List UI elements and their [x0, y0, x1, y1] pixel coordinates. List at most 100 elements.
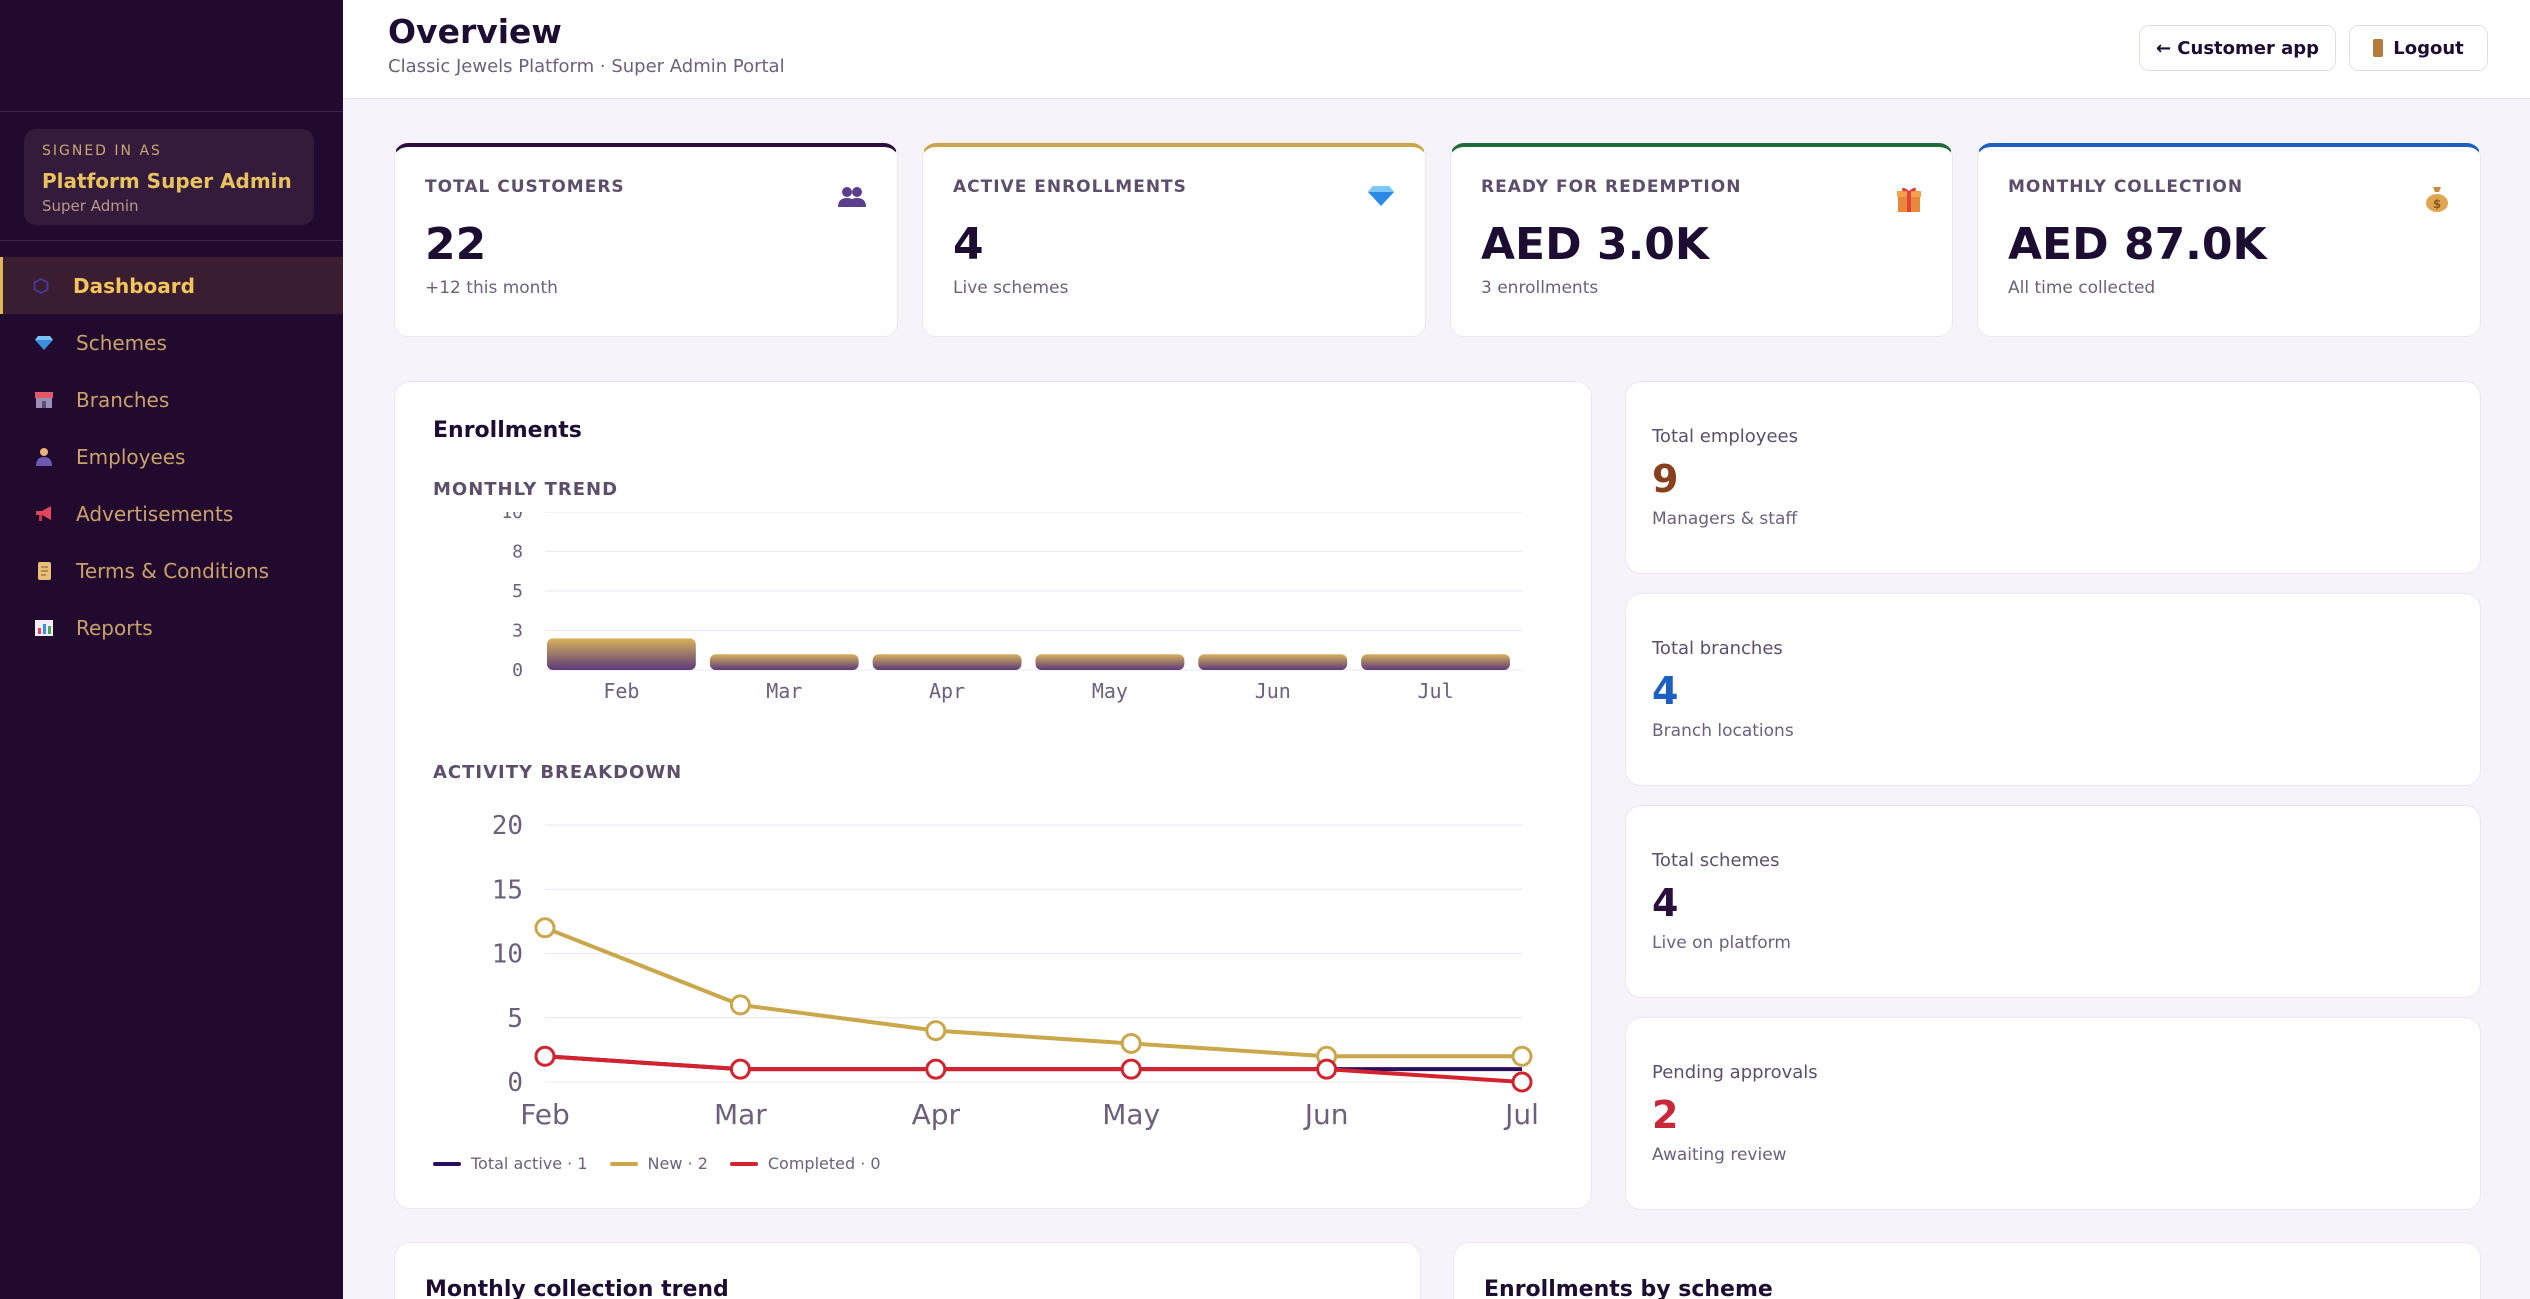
bar-chart-icon: [34, 618, 54, 638]
kpi-card-total-employees: Total employees 9 Managers & staff: [1625, 381, 2481, 574]
x-tick-label: Mar: [766, 679, 802, 703]
sidebar-item-dashboard[interactable]: Dashboard: [0, 257, 343, 314]
x-tick-label: Jun: [1255, 679, 1291, 703]
x-tick-label: Feb: [520, 1098, 570, 1131]
kpi-card-pending-approvals: Pending approvals 2 Awaiting review: [1625, 1017, 2481, 1210]
data-point: [534, 1045, 556, 1067]
enrollments-by-scheme-title: Enrollments by scheme: [1484, 1277, 1773, 1299]
legend-label: Completed · 0: [767, 1154, 881, 1173]
sidebar-item-schemes[interactable]: Schemes: [0, 314, 343, 371]
dashboard-icon: [31, 276, 51, 296]
bar: [872, 654, 1022, 670]
stat-card-ready-for-redemption: READY FOR REDEMPTION AED 3.0K 3 enrollme…: [1450, 143, 1953, 337]
sidebar-item-advertisements[interactable]: Advertisements: [0, 485, 343, 542]
bar: [709, 654, 859, 670]
x-tick-label: Jul: [1418, 679, 1454, 703]
door-icon: [2373, 39, 2384, 57]
sidebar-item-label: Advertisements: [76, 501, 234, 526]
sidebar-nav: Dashboard Schemes Branches Employees Adv…: [0, 257, 343, 656]
diamond-icon: [1367, 185, 1395, 213]
kpi-value: 4: [1652, 669, 1679, 713]
bar: [1361, 654, 1510, 670]
kpi-sub: Branch locations: [1652, 721, 1794, 741]
stat-value: 22: [425, 219, 487, 270]
sidebar-item-label: Terms & Conditions: [76, 558, 270, 583]
series-line: [544, 925, 1522, 1059]
x-tick-label: Mar: [714, 1098, 767, 1131]
signed-in-label: SIGNED IN AS: [42, 143, 162, 159]
y-tick-label: 5: [507, 1004, 523, 1034]
x-tick-label: Jun: [1303, 1098, 1349, 1131]
chart-legend: Total active · 1 New · 2 Completed · 0: [433, 1154, 881, 1173]
data-point: [1511, 1045, 1533, 1067]
monthly-trend-chart: 0 3 5 8 10 Feb Mar Apr May Jun Jul: [501, 512, 1522, 703]
x-tick-label: Apr: [929, 679, 965, 703]
stat-label: READY FOR REDEMPTION: [1481, 177, 1742, 197]
megaphone-icon: [34, 504, 54, 524]
store-icon: [34, 390, 54, 410]
signed-in-role: Super Admin: [42, 197, 139, 215]
x-tick-label: Jul: [1503, 1098, 1539, 1131]
stat-label: ACTIVE ENROLLMENTS: [953, 177, 1187, 197]
enrollments-title: Enrollments: [433, 418, 582, 443]
bar: [1035, 654, 1185, 670]
monthly-trend-label: MONTHLY TREND: [433, 479, 619, 500]
money-bag-icon: $: [2424, 185, 2450, 219]
x-tick-label: Feb: [603, 679, 639, 703]
data-point: [729, 1058, 751, 1080]
data-point: [1316, 1058, 1338, 1080]
sidebar-item-branches[interactable]: Branches: [0, 371, 343, 428]
x-tick-label: May: [1102, 1098, 1160, 1131]
stat-value: AED 87.0K: [2008, 219, 2267, 270]
kpi-sub: Managers & staff: [1652, 509, 1798, 529]
data-point: [1120, 1058, 1142, 1080]
kpi-label: Total employees: [1652, 426, 1798, 447]
y-tick-label: 10: [501, 512, 523, 523]
legend-label: New · 2: [647, 1154, 708, 1173]
y-tick-label: 10: [492, 940, 523, 970]
users-icon: [837, 185, 867, 215]
legend-item-new: New · 2: [609, 1154, 708, 1173]
kpi-value: 4: [1652, 881, 1679, 925]
series-line: [544, 1054, 1523, 1084]
sidebar-item-label: Schemes: [76, 330, 167, 355]
legend-label: Total active · 1: [471, 1154, 588, 1173]
scroll-icon: [34, 561, 54, 581]
kpi-label: Total branches: [1652, 638, 1783, 659]
signed-in-card: SIGNED IN AS Platform Super Admin Super …: [24, 129, 314, 225]
svg-text:$: $: [2433, 197, 2441, 211]
y-tick-label: 0: [512, 660, 523, 681]
page-title: Overview: [388, 12, 562, 51]
legend-swatch: [729, 1161, 758, 1166]
kpi-card-total-branches: Total branches 4 Branch locations: [1625, 593, 2481, 786]
stat-sub: +12 this month: [425, 278, 558, 298]
legend-item-completed: Completed · 0: [729, 1154, 881, 1173]
legend-swatch: [609, 1161, 638, 1166]
stat-label: TOTAL CUSTOMERS: [425, 177, 625, 197]
sidebar-item-terms[interactable]: Terms & Conditions: [0, 542, 343, 599]
data-point: [1511, 1071, 1533, 1093]
monthly-collection-card: Monthly collection trend: [394, 1242, 1421, 1299]
sidebar: SIGNED IN AS Platform Super Admin Super …: [0, 0, 343, 1299]
customer-app-button[interactable]: ← Customer app: [2139, 25, 2336, 71]
legend-item-total-active: Total active · 1: [433, 1154, 588, 1173]
stat-value: AED 3.0K: [1481, 219, 1709, 270]
sidebar-item-label: Reports: [76, 615, 153, 640]
data-point: [729, 994, 751, 1016]
kpi-value: 9: [1652, 457, 1679, 501]
sidebar-item-reports[interactable]: Reports: [0, 599, 343, 656]
kpi-card-total-schemes: Total schemes 4 Live on platform: [1625, 805, 2481, 998]
logout-label: Logout: [2393, 37, 2464, 59]
data-point: [925, 1058, 947, 1080]
diamond-icon: [34, 333, 54, 353]
x-tick-label: Apr: [912, 1098, 961, 1131]
activity-breakdown-chart: 0 5 10 15 20 Feb Mar Apr May Jun Jul: [492, 811, 1539, 1131]
stat-sub: Live schemes: [953, 278, 1069, 298]
y-tick-label: 5: [512, 581, 523, 602]
y-tick-label: 15: [492, 875, 523, 905]
logout-button[interactable]: Logout: [2349, 25, 2488, 71]
sidebar-item-employees[interactable]: Employees: [0, 428, 343, 485]
kpi-sub: Live on platform: [1652, 933, 1791, 953]
page-subtitle: Classic Jewels Platform · Super Admin Po…: [388, 56, 785, 77]
sidebar-item-label: Branches: [76, 387, 170, 412]
